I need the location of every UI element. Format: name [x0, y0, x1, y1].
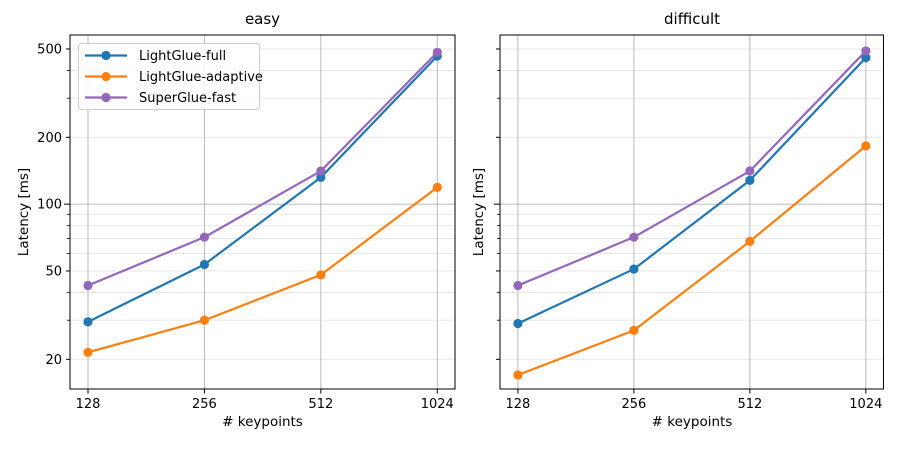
- data-point-superglue-fast-1024: [432, 47, 442, 57]
- data-point-superglue-fast-512: [745, 166, 755, 176]
- data-point-lightglue-adaptive-256: [629, 325, 639, 335]
- legend-box: [78, 43, 260, 110]
- data-point-lightglue-adaptive-256: [199, 315, 210, 325]
- legend-entry-label: LightGlue-full: [139, 49, 226, 64]
- series-lightglue-adaptive: [513, 141, 871, 380]
- series-lightglue-adaptive: [83, 182, 442, 357]
- legend-entry-label: SuperGlue-fast: [139, 91, 236, 106]
- data-point-lightglue-adaptive-512: [316, 270, 326, 280]
- data-point-lightglue-adaptive-1024: [861, 141, 871, 151]
- y-axis-label-easy: Latency [ms]: [16, 167, 32, 257]
- legend-swatch-marker: [101, 50, 111, 61]
- y-tick-label-50: 50: [45, 264, 62, 279]
- data-point-superglue-fast-128: [513, 280, 523, 291]
- series-superglue-fast: [513, 46, 871, 291]
- series-lightglue-full: [513, 53, 871, 329]
- subplot-title-difficult: difficult: [664, 10, 720, 28]
- data-point-superglue-fast-512: [316, 166, 326, 176]
- x-tick-label-1024: 1024: [421, 397, 454, 412]
- axes-frame: [499, 34, 884, 390]
- legend: LightGlue-full LightGlue-adaptive SuperGlu…: [78, 43, 263, 110]
- series-lightglue-full: [83, 51, 442, 327]
- x-axis-label-difficult: # keypoints: [651, 414, 733, 430]
- data-point-lightglue-full-256: [199, 259, 210, 270]
- series-line-lightglue-adaptive: [516, 144, 867, 377]
- data-point-lightglue-adaptive-128: [513, 370, 523, 380]
- y-tick-label-20: 20: [45, 353, 62, 368]
- y-tick-label-100: 100: [37, 198, 62, 213]
- data-point-lightglue-full-256: [629, 264, 639, 274]
- legend-entry-label: LightGlue-adaptive: [139, 70, 263, 85]
- subplot-title-easy: easy: [244, 10, 281, 28]
- data-point-lightglue-full-512: [316, 172, 326, 182]
- x-tick-label-512: 512: [308, 397, 333, 412]
- data-point-lightglue-full-512: [745, 175, 755, 185]
- data-point-lightglue-adaptive-128: [83, 347, 93, 357]
- axes-frame: [69, 34, 456, 390]
- legend-entry-lightglue-full: LightGlue-full: [85, 49, 226, 64]
- series-line-lightglue-full: [86, 54, 439, 323]
- data-point-superglue-fast-256: [629, 232, 639, 242]
- series-line-superglue-fast: [516, 49, 867, 287]
- legend-entry-lightglue-adaptive: LightGlue-adaptive: [85, 70, 263, 85]
- x-axis-label-easy: # keypoints: [222, 414, 303, 430]
- x-tick-label-256: 256: [621, 397, 646, 412]
- series-superglue-fast: [83, 47, 442, 291]
- x-tick-label-128: 128: [76, 397, 101, 412]
- series-line-superglue-fast: [86, 51, 439, 287]
- x-tick-label-1024: 1024: [849, 397, 882, 412]
- y-tick-label-500: 500: [37, 42, 62, 57]
- series-line-lightglue-full: [516, 56, 867, 325]
- data-point-lightglue-adaptive-1024: [432, 182, 442, 192]
- data-point-superglue-fast-256: [199, 232, 210, 242]
- x-tick-label-128: 128: [506, 397, 531, 412]
- y-axis-label-difficult: Latency [ms]: [471, 167, 487, 257]
- data-point-lightglue-adaptive-512: [745, 236, 755, 246]
- legend-entry-superglue-fast: SuperGlue-fast: [85, 91, 236, 106]
- x-tick-label-512: 512: [737, 397, 762, 412]
- data-point-lightglue-full-128: [513, 318, 523, 329]
- data-point-lightglue-full-128: [83, 317, 93, 327]
- series-line-lightglue-adaptive: [86, 186, 439, 354]
- x-tick-label-256: 256: [192, 397, 217, 412]
- subplot-easy: 128 256 512 1024 20 50 100 200 500 LightGlue-full…: [37, 34, 456, 412]
- data-point-superglue-fast-128: [83, 280, 93, 291]
- subplot-difficult: 128 256 512 1024: [494, 34, 884, 412]
- data-point-superglue-fast-1024: [861, 46, 871, 56]
- y-tick-label-200: 200: [37, 131, 62, 146]
- legend-swatch-marker: [101, 71, 111, 82]
- legend-swatch-marker: [101, 92, 111, 103]
- data-point-lightglue-full-1024: [861, 53, 871, 63]
